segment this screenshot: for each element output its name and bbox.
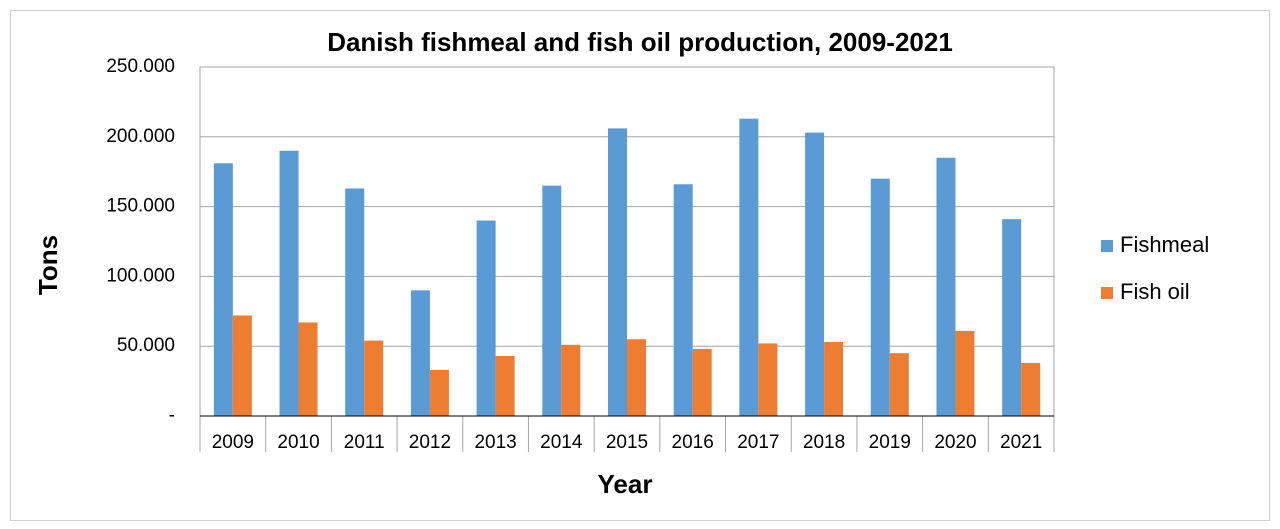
bar [1002,219,1022,416]
x-tick-label: 2009 [212,432,254,453]
bar [758,343,778,416]
x-tick-label: 2013 [474,432,516,453]
x-tick-label: 2010 [277,432,319,453]
x-tick-label: 2012 [409,432,451,453]
x-tick-label: 2021 [1000,432,1042,453]
x-tick-label: 2014 [540,432,583,453]
bar [561,344,581,416]
bar [692,348,712,416]
bar [542,185,562,416]
bar [279,150,299,416]
y-tick-label: 100.000 [106,265,175,286]
bar [410,290,430,416]
legend-swatch [1101,287,1113,299]
x-tick-label: 2017 [737,432,779,453]
legend-label: Fish oil [1120,279,1190,304]
legend-label: Fishmeal [1120,232,1209,257]
y-tick-label: 250.000 [106,56,175,77]
bar [936,157,956,417]
x-tick-label: 2015 [606,432,648,453]
bar [476,220,496,416]
chart-title: Danish fishmeal and fish oil production,… [327,27,953,57]
bar [429,369,449,416]
x-tick-label: 2018 [803,432,845,453]
x-axis-title: Year [598,469,653,499]
y-axis-title: Tons [33,235,63,295]
bar [889,353,909,416]
bar [739,118,759,416]
bar [673,184,693,416]
bar [345,188,365,416]
bar [364,340,384,416]
bar [298,322,318,416]
legend-swatch [1101,240,1113,252]
y-tick-label: 50.000 [117,335,175,356]
y-tick-label: 150.000 [106,196,175,217]
x-tick-label: 2019 [869,432,911,453]
x-tick-label: 2011 [344,432,385,453]
bar [608,128,627,416]
x-tick-label: 2020 [934,432,976,453]
bar [805,132,825,416]
bar [495,355,515,416]
bar [955,330,975,416]
bar [213,163,233,416]
bar [1021,362,1041,416]
bar [232,315,252,416]
bar [824,342,844,416]
bar [870,178,890,416]
bar [627,339,646,416]
x-tick-label: 2016 [672,432,714,453]
y-tick-label: - [169,405,175,426]
y-tick-label: 200.000 [106,126,175,147]
